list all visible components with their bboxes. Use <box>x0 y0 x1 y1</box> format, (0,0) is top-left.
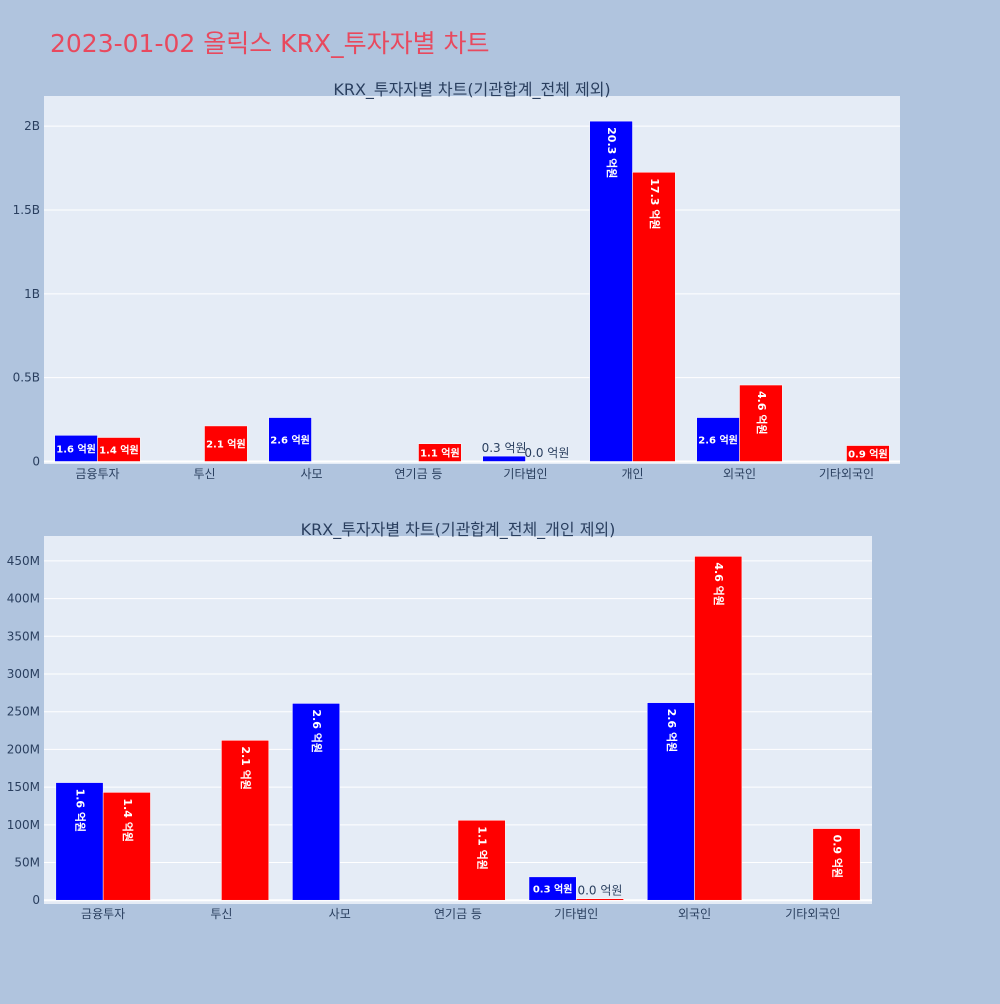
x-tick-label: 외국인 <box>723 467 756 481</box>
y-tick-label: 400M <box>7 592 40 606</box>
page-title: 2023-01-02 올릭스 KRX_투자자별 차트 <box>50 24 490 60</box>
data-label: 2.1 억원 <box>206 438 246 451</box>
data-label: 0.9 억원 <box>831 835 845 879</box>
data-label: 4.6 억원 <box>712 562 726 606</box>
data-label: 1.1 억원 <box>476 826 490 870</box>
x-tick-label: 연기금 등 <box>434 907 482 921</box>
x-tick-label: 금융투자 <box>81 907 125 921</box>
data-label: 2.6 억원 <box>270 434 310 447</box>
x-tick-label: 투신 <box>193 467 215 481</box>
data-label: 1.4 억원 <box>121 798 135 842</box>
y-tick-label: 200M <box>7 742 40 756</box>
data-label: 0.9 억원 <box>848 448 888 461</box>
y-tick-label: 1B <box>24 287 40 301</box>
y-tick-label: 450M <box>7 554 40 568</box>
x-tick-label: 투신 <box>210 907 232 921</box>
y-tick-label: 50M <box>14 856 40 870</box>
x-tick-label: 기타법인 <box>503 467 547 481</box>
y-tick-label: 250M <box>7 705 40 719</box>
x-tick-label: 외국인 <box>678 907 711 921</box>
data-label: 17.3 억원 <box>648 178 662 229</box>
x-tick-label: 기타외국인 <box>819 467 874 481</box>
data-label: 1.6 억원 <box>73 789 87 833</box>
data-label: 1.1 억원 <box>420 447 460 460</box>
y-tick-label: 100M <box>7 818 40 832</box>
x-tick-label: 금융투자 <box>75 467 119 481</box>
data-label: 2.1 억원 <box>239 746 253 790</box>
data-label: 0.0 억원 <box>577 884 622 898</box>
y-tick-label: 2B <box>24 119 40 133</box>
data-label: 2.6 억원 <box>665 709 679 753</box>
data-label: 20.3 억원 <box>605 127 619 178</box>
x-tick-label: 연기금 등 <box>395 467 443 481</box>
data-label: 1.4 억원 <box>99 443 139 456</box>
bar <box>483 456 526 461</box>
data-label: 2.6 억원 <box>698 434 738 447</box>
y-tick-label: 0 <box>32 454 40 468</box>
chart-title: KRX_투자자별 차트(기관합계_전체_개인 제외) <box>301 520 616 540</box>
data-label: 0.3 억원 <box>533 883 573 896</box>
data-label: 1.6 억원 <box>56 442 96 455</box>
x-tick-label: 기타외국인 <box>785 907 840 921</box>
data-label: 0.0 억원 <box>524 446 569 460</box>
y-tick-label: 0 <box>32 893 40 907</box>
x-tick-label: 기타법인 <box>554 907 598 921</box>
data-label: 4.6 억원 <box>755 391 769 435</box>
data-label: 0.3 억원 <box>482 441 527 455</box>
chart-title: KRX_투자자별 차트(기관합계_전체 제외) <box>333 80 610 100</box>
y-tick-label: 350M <box>7 629 40 643</box>
bar <box>695 556 742 900</box>
x-tick-label: 사모 <box>329 907 351 921</box>
bar <box>576 899 623 901</box>
y-tick-label: 1.5B <box>13 203 40 217</box>
y-tick-label: 0.5B <box>13 371 40 385</box>
x-tick-label: 개인 <box>621 467 643 481</box>
y-tick-label: 150M <box>7 780 40 794</box>
x-tick-label: 사모 <box>300 467 322 481</box>
chart-2: 0 50M 100M 150M 200M 250M 300M 350M 400M 450M KRX_… <box>7 520 872 921</box>
y-tick-label: 300M <box>7 667 40 681</box>
data-label: 2.6 억원 <box>310 709 324 753</box>
chart-1: 0 0.5B 1B 1.5B 2B KRX_투자자별 차트(기관합계_전체 제외) 금융투자… <box>13 80 900 481</box>
